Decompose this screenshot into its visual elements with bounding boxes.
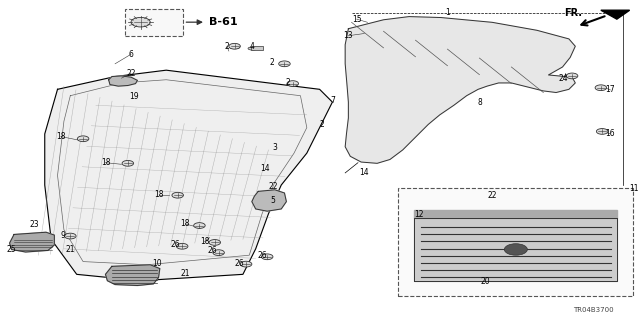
Text: 22: 22: [126, 69, 136, 78]
Text: 25: 25: [6, 245, 16, 254]
Circle shape: [596, 129, 608, 134]
Circle shape: [77, 136, 89, 142]
Circle shape: [595, 85, 607, 91]
Circle shape: [177, 243, 188, 249]
Text: 16: 16: [605, 130, 615, 138]
Text: 22: 22: [488, 191, 497, 200]
Bar: [125, 9, 184, 36]
Polygon shape: [345, 17, 575, 163]
Polygon shape: [414, 210, 618, 218]
Circle shape: [278, 61, 290, 67]
Text: 17: 17: [605, 85, 615, 94]
Text: TR04B3700: TR04B3700: [573, 307, 614, 313]
Text: 2: 2: [269, 58, 274, 67]
Circle shape: [172, 192, 184, 198]
Circle shape: [229, 43, 241, 49]
Text: 6: 6: [129, 50, 134, 59]
Circle shape: [287, 81, 298, 86]
Text: 4: 4: [250, 42, 255, 51]
Text: 20: 20: [481, 277, 491, 286]
Text: 18: 18: [180, 219, 190, 228]
Text: 13: 13: [344, 31, 353, 40]
Ellipse shape: [281, 63, 289, 66]
Text: 1: 1: [445, 8, 450, 17]
Text: 12: 12: [414, 210, 424, 219]
Text: 14: 14: [360, 168, 369, 177]
Text: 26: 26: [171, 241, 180, 249]
Polygon shape: [10, 232, 54, 252]
Polygon shape: [252, 190, 286, 211]
Text: 5: 5: [271, 196, 275, 204]
Text: 26: 26: [235, 259, 244, 268]
Polygon shape: [45, 70, 332, 281]
Text: 7: 7: [330, 96, 335, 105]
Text: 19: 19: [129, 92, 139, 101]
Ellipse shape: [248, 47, 257, 50]
Text: 23: 23: [29, 220, 38, 229]
Polygon shape: [109, 76, 138, 86]
Text: FR.: FR.: [564, 8, 582, 18]
Text: 21: 21: [180, 269, 190, 278]
Circle shape: [65, 233, 76, 239]
Text: 18: 18: [56, 132, 65, 141]
Text: 9: 9: [60, 231, 65, 240]
Text: 26: 26: [257, 251, 267, 260]
Circle shape: [241, 261, 252, 267]
Circle shape: [213, 250, 225, 256]
Text: 8: 8: [477, 98, 482, 107]
Bar: [252, 46, 262, 50]
Text: 18: 18: [200, 237, 209, 246]
Circle shape: [262, 254, 273, 260]
Polygon shape: [414, 218, 618, 281]
Text: 2: 2: [285, 78, 290, 87]
Text: 2: 2: [320, 120, 324, 129]
Ellipse shape: [289, 83, 296, 85]
Text: 18: 18: [154, 190, 163, 199]
Ellipse shape: [230, 46, 240, 49]
Polygon shape: [601, 10, 630, 19]
Text: 26: 26: [207, 246, 217, 255]
Circle shape: [122, 160, 134, 166]
Circle shape: [194, 223, 205, 228]
Polygon shape: [106, 265, 160, 286]
Circle shape: [209, 240, 221, 245]
Text: 15: 15: [352, 15, 362, 24]
Text: B-61: B-61: [209, 17, 237, 27]
Circle shape: [131, 17, 150, 27]
Text: 22: 22: [268, 182, 278, 191]
Text: 18: 18: [100, 158, 110, 167]
Circle shape: [566, 73, 578, 79]
Text: 24: 24: [559, 74, 568, 83]
Text: 10: 10: [152, 259, 161, 268]
Bar: [397, 188, 633, 296]
Text: 3: 3: [273, 143, 277, 152]
Text: 14: 14: [260, 164, 270, 173]
Text: 11: 11: [629, 184, 639, 193]
Circle shape: [504, 244, 527, 255]
Text: 2: 2: [225, 42, 229, 51]
Text: 21: 21: [65, 245, 75, 254]
